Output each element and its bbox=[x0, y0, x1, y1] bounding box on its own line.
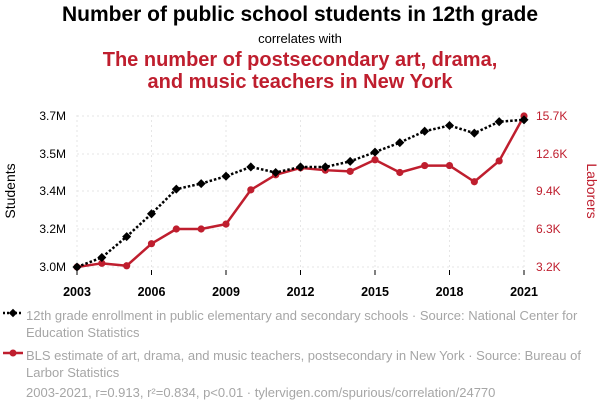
data-point-students bbox=[72, 262, 82, 272]
legend-text-teachers: BLS estimate of art, drama, and music te… bbox=[26, 348, 581, 380]
data-point-teachers bbox=[495, 157, 503, 165]
chart-title: Number of public school students in 12th… bbox=[61, 3, 539, 26]
data-point-teachers bbox=[172, 225, 180, 233]
x-tick-label: 2003 bbox=[63, 285, 91, 299]
x-tick-label: 2018 bbox=[436, 285, 464, 299]
right-axis-ticks: 3.2K 6.3K 9.4K 12.6K 15.7K bbox=[536, 109, 567, 274]
data-point-teachers bbox=[98, 259, 106, 267]
data-point-teachers bbox=[421, 161, 429, 170]
data-point-students bbox=[420, 126, 430, 136]
data-point-students bbox=[395, 138, 405, 148]
right-axis-label: Laborers bbox=[584, 163, 600, 218]
right-tick-label: 9.4K bbox=[536, 184, 561, 198]
data-point-students bbox=[345, 156, 355, 166]
x-axis-ticks: 2003 2006 2009 2012 2015 2018 2021 bbox=[63, 270, 538, 299]
series-students bbox=[72, 115, 529, 272]
x-tick-label: 2006 bbox=[138, 285, 166, 299]
legend-text-students: 12th grade enrollment in public elementa… bbox=[26, 308, 578, 340]
footer-stats: 2003-2021, r=0.913, r²=0.834, p<0.01 · t… bbox=[26, 385, 496, 400]
left-tick-label: 3.4M bbox=[39, 184, 66, 198]
chart-area: 3.0M 3.2M 3.4M 3.5M 3.7M 3.2K 6.3K 9.4K 12.6K 15… bbox=[2, 109, 600, 299]
x-tick-label: 2015 bbox=[361, 285, 389, 299]
chart-subtitle: The number of postsecondary art, drama, … bbox=[102, 49, 498, 93]
data-point-teachers bbox=[470, 178, 478, 186]
data-point-students bbox=[171, 184, 181, 194]
data-point-teachers bbox=[247, 186, 255, 194]
left-tick-label: 3.7M bbox=[39, 109, 66, 123]
data-point-teachers bbox=[147, 240, 156, 248]
data-point-teachers bbox=[371, 156, 379, 164]
left-tick-label: 3.5M bbox=[39, 147, 66, 161]
data-point-teachers bbox=[346, 167, 354, 175]
x-tick-label: 2021 bbox=[510, 285, 538, 299]
left-tick-label: 3.2M bbox=[39, 222, 66, 236]
data-point-teachers bbox=[197, 225, 205, 233]
right-tick-label: 3.2K bbox=[536, 260, 561, 274]
right-tick-label: 12.6K bbox=[536, 147, 567, 161]
x-tick-label: 2009 bbox=[212, 285, 240, 299]
data-point-teachers bbox=[123, 262, 131, 270]
left-axis-ticks: 3.0M 3.2M 3.4M 3.5M 3.7M bbox=[39, 109, 66, 274]
right-tick-label: 6.3K bbox=[536, 222, 561, 236]
data-point-students bbox=[444, 120, 455, 131]
left-tick-label: 3.0M bbox=[39, 260, 66, 274]
legend-swatch-teachers bbox=[3, 349, 23, 357]
data-point-teachers bbox=[445, 161, 454, 170]
data-point-students bbox=[97, 252, 107, 263]
data-point-teachers bbox=[396, 168, 404, 177]
data-point-students bbox=[295, 162, 306, 172]
data-point-students bbox=[221, 171, 231, 181]
right-tick-label: 15.7K bbox=[536, 109, 567, 123]
left-axis-label: Students bbox=[2, 163, 18, 218]
legend-swatch-students bbox=[3, 308, 23, 318]
data-point-students bbox=[370, 147, 380, 157]
grid-lines bbox=[76, 115, 525, 268]
data-point-students bbox=[469, 128, 479, 138]
data-point-students bbox=[494, 117, 504, 127]
x-tick-label: 2012 bbox=[287, 285, 315, 299]
data-point-students bbox=[271, 167, 281, 178]
correlates-with-label: correlates with bbox=[258, 31, 342, 46]
data-point-students bbox=[196, 179, 206, 189]
data-point-teachers bbox=[222, 220, 230, 228]
data-point-students bbox=[146, 209, 157, 219]
data-point-students bbox=[246, 162, 256, 172]
